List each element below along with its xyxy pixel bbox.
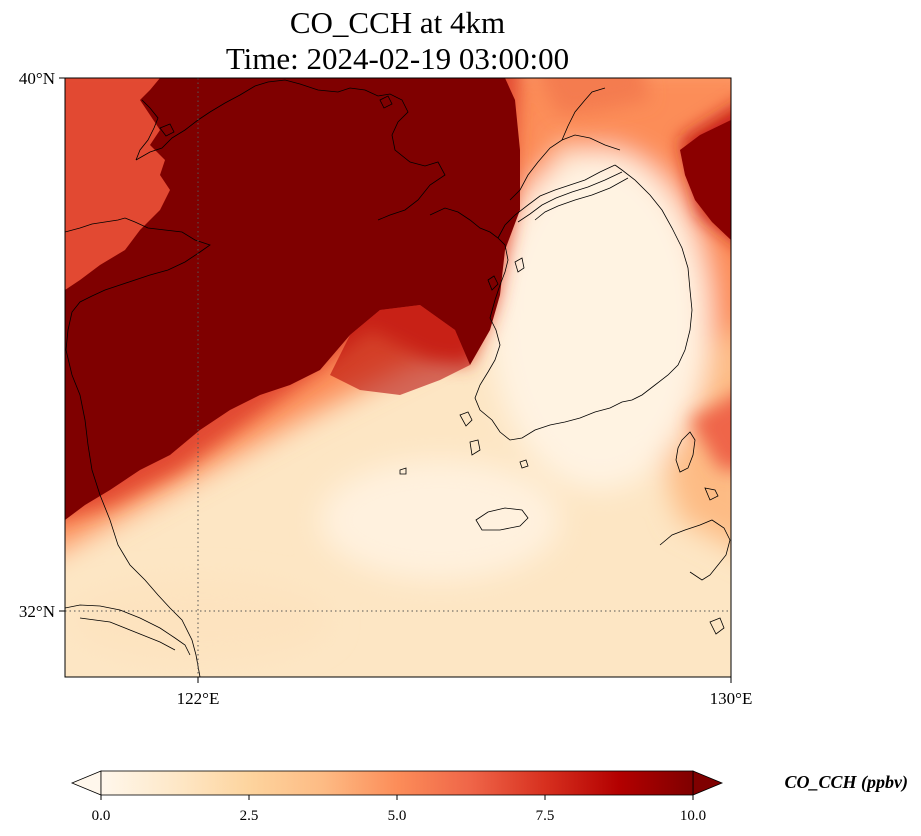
colorbar: 0.0 2.5 5.0 7.5 10.0 CO_CCH (ppbv) xyxy=(70,770,909,824)
y-tick-label-40n: 40°N xyxy=(19,69,55,88)
axis-tick-marks xyxy=(59,77,732,683)
colorbar-tick-2-5: 2.5 xyxy=(240,808,259,824)
colorbar-label: CO_CCH (ppbv) xyxy=(785,772,909,793)
colorbar-tick-10: 10.0 xyxy=(680,808,706,824)
gridlines xyxy=(65,78,731,677)
x-tick-label-122e: 122°E xyxy=(177,689,220,708)
colorbar-tick-5: 5.0 xyxy=(388,808,407,824)
colorbar-tick-7-5: 7.5 xyxy=(536,808,555,824)
map-title-line1: CO_CCH at 4km xyxy=(289,5,506,40)
colorbar-tick-0: 0.0 xyxy=(92,808,111,824)
map-frame xyxy=(64,77,732,678)
coastlines xyxy=(65,79,731,677)
y-tick-label-32n: 32°N xyxy=(19,602,55,621)
colorbar-max-extend xyxy=(692,770,724,796)
colorbar-min-extend xyxy=(70,770,102,796)
x-tick-label-130e: 130°E xyxy=(710,689,753,708)
map-title-line2: Time: 2024-02-19 03:00:00 xyxy=(225,41,570,76)
colorbar-gradient xyxy=(100,770,694,796)
concentration-field xyxy=(65,78,731,677)
